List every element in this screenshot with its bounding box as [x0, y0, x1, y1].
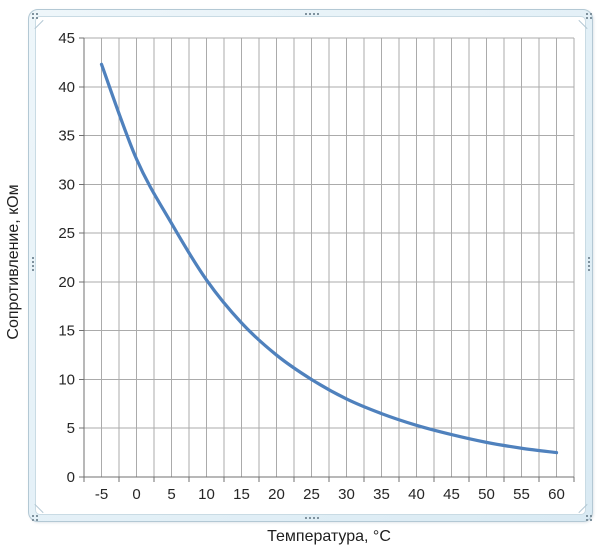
x-tick-label: -5	[95, 486, 108, 503]
x-tick-label: 25	[303, 486, 320, 503]
x-tick-label: 15	[233, 486, 250, 503]
resize-handle-bottom-left[interactable]	[32, 515, 34, 517]
x-tick-label: 35	[373, 486, 390, 503]
resize-handle-bottom[interactable]	[305, 517, 307, 519]
y-tick-label: 10	[58, 371, 75, 388]
y-tick-labels: 0 5 10 15 20 25 30 35 40 45	[58, 30, 75, 486]
y-tick-label: 45	[58, 30, 75, 47]
data-series-line[interactable]	[99, 62, 559, 455]
x-tick-label: 10	[198, 486, 215, 503]
x-tick-label: 40	[408, 486, 425, 503]
x-axis-title[interactable]: Температура, °C	[267, 528, 391, 545]
y-tick-label: 40	[58, 79, 75, 96]
y-axis-title[interactable]: Сопротивление, кОм	[5, 184, 22, 340]
chart-background[interactable]	[35, 16, 586, 515]
x-tick-label: 0	[132, 486, 140, 503]
x-tick-label: 45	[443, 486, 460, 503]
y-tick-label: 35	[58, 128, 75, 145]
y-tick-label: 15	[58, 323, 75, 340]
resize-handle-left[interactable]	[32, 257, 34, 259]
resize-handle-right[interactable]	[588, 257, 590, 259]
y-tick-label: 5	[67, 420, 75, 437]
x-tick-label: 20	[268, 486, 285, 503]
y-tick-label: 0	[67, 469, 75, 486]
x-tick-label: 50	[478, 486, 495, 503]
gridlines	[83, 37, 575, 477]
resize-handle-top[interactable]	[305, 13, 307, 15]
x-tick-label: 5	[167, 486, 175, 503]
chart-selection-frame[interactable]	[28, 9, 593, 522]
x-tick-label: 60	[548, 486, 565, 503]
y-tick-label: 25	[58, 225, 75, 242]
y-tick-label: 30	[58, 176, 75, 193]
axes	[79, 37, 575, 482]
resize-handle-top-left[interactable]	[32, 13, 34, 15]
x-tick-labels: -5 0 5 10 15 20 25 30 35 40 45 50 55 60	[95, 486, 565, 503]
y-tick-label: 20	[58, 274, 75, 291]
x-tick-label: 30	[338, 486, 355, 503]
x-tick-label: 55	[513, 486, 530, 503]
resize-handle-bottom-right[interactable]	[586, 515, 588, 517]
resize-handle-top-right[interactable]	[586, 13, 588, 15]
